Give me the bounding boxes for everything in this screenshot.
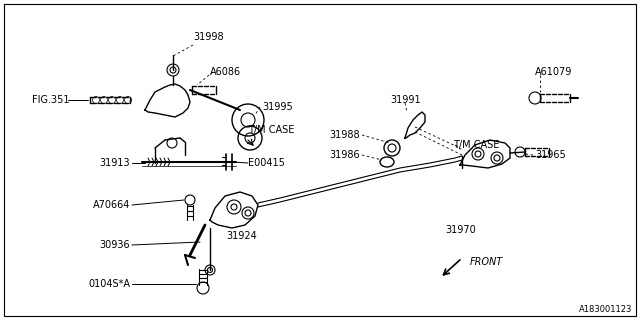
Text: 31924: 31924 [226, 231, 257, 241]
Text: 31995: 31995 [262, 102, 292, 112]
Text: 31913: 31913 [99, 158, 130, 168]
Text: 31986: 31986 [330, 150, 360, 160]
Text: 31988: 31988 [330, 130, 360, 140]
Text: 31991: 31991 [390, 95, 420, 105]
Text: A61079: A61079 [535, 67, 572, 77]
Text: E00415: E00415 [248, 158, 285, 168]
Text: 31998: 31998 [193, 32, 223, 42]
Text: 0104S*A: 0104S*A [88, 279, 130, 289]
Text: 31965: 31965 [535, 150, 566, 160]
Text: A183001123: A183001123 [579, 305, 632, 314]
Text: A70664: A70664 [93, 200, 130, 210]
Text: FIG.351: FIG.351 [32, 95, 70, 105]
Text: T/M CASE: T/M CASE [248, 125, 294, 135]
Text: FRONT: FRONT [470, 257, 503, 267]
Text: 31970: 31970 [445, 225, 476, 235]
Text: T/M CASE: T/M CASE [453, 140, 499, 150]
Text: A6086: A6086 [210, 67, 241, 77]
Text: 30936: 30936 [99, 240, 130, 250]
